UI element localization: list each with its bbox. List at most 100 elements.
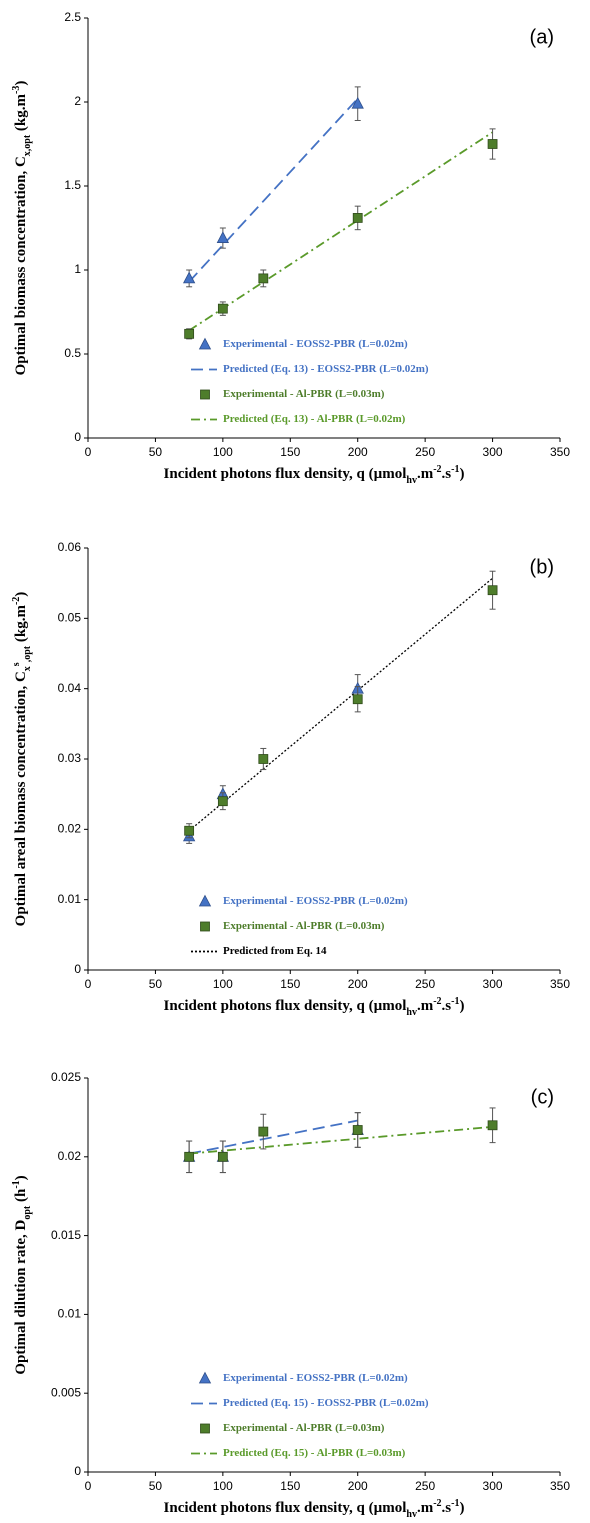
square-marker	[352, 1125, 363, 1135]
y-axis-label-part: -1	[11, 1180, 22, 1188]
x-tick-label: 100	[213, 977, 233, 991]
x-axis-label-part: .m	[417, 1500, 434, 1516]
x-axis-label: Incident photons flux density, q (µmolhv…	[164, 996, 465, 1018]
x-axis-label-part: .s	[442, 466, 452, 482]
y-tick-label: 0.005	[51, 1385, 81, 1399]
x-tick-label: 200	[348, 445, 368, 459]
y-axis-label-part: )	[13, 592, 29, 597]
y-tick-label: 0.01	[58, 1307, 82, 1321]
x-tick-label: 200	[348, 1479, 368, 1493]
y-axis-label: Optimal dilution rate, Dopt (h-1)	[11, 1175, 33, 1374]
x-tick-label: 150	[280, 977, 300, 991]
square-marker	[184, 825, 195, 836]
legend-label: Predicted (Eq. 13) - EOSS2-PBR (L=0.02m)	[223, 363, 429, 375]
square-marker	[487, 139, 498, 149]
square-marker	[184, 1151, 195, 1162]
legend-label: Predicted (Eq. 13) - Al-PBR (L=0.02m)	[223, 413, 406, 425]
x-axis-label-part: hv	[406, 1007, 417, 1018]
y-tick-label: 2	[74, 94, 81, 108]
y-axis-label-part: ,opt	[22, 645, 33, 662]
square-marker	[200, 921, 210, 932]
square-marker	[200, 1423, 210, 1434]
x-axis-label-part: )	[459, 998, 464, 1014]
square-marker	[217, 303, 228, 314]
y-axis-label-part: -2	[11, 597, 22, 605]
panel-label: (a)	[530, 26, 554, 48]
square-marker	[258, 754, 269, 764]
y-axis-label: Optimal biomass concentration, Cx,opt (k…	[11, 81, 33, 376]
y-axis-label-part: x	[22, 666, 33, 671]
y-axis-label-part: Optimal areal biomass concentration, C	[13, 671, 29, 926]
x-axis-label: Incident photons flux density, q (µmolhv…	[164, 1498, 465, 1520]
x-tick-label: 50	[149, 445, 163, 459]
legend-label: Experimental - EOSS2-PBR (L=0.02m)	[223, 338, 408, 350]
legend-label: Predicted (Eq. 15) - Al-PBR (L=0.03m)	[223, 1447, 406, 1459]
legend-label: Predicted from Eq. 14	[223, 945, 327, 957]
triangle-marker	[198, 1371, 212, 1384]
y-tick-label: 0.5	[64, 346, 81, 360]
x-axis-label-part: )	[459, 466, 464, 482]
legend-label: Experimental - EOSS2-PBR (L=0.02m)	[223, 1372, 408, 1384]
y-tick-label: 0.05	[58, 611, 82, 625]
triangle-marker	[198, 337, 212, 350]
triangle-marker	[351, 96, 364, 109]
prediction-line	[189, 1125, 493, 1155]
x-tick-label: 0	[85, 977, 92, 991]
x-tick-label: 350	[550, 1479, 570, 1493]
x-axis-label-part: -2	[433, 464, 441, 475]
x-tick-label: 350	[550, 445, 570, 459]
x-tick-label: 50	[149, 1479, 163, 1493]
y-tick-label: 1	[74, 262, 81, 276]
x-axis-label-part: hv	[406, 1509, 417, 1520]
y-tick-label: 0.03	[58, 751, 82, 765]
x-axis-label-part: -2	[433, 996, 441, 1007]
y-axis-label: Optimal areal biomass concentration, Cxs…	[11, 592, 33, 927]
x-tick-label: 300	[483, 1479, 503, 1493]
y-tick-label: 0.025	[51, 1070, 81, 1084]
square-marker	[487, 1120, 498, 1131]
legend-label: Experimental - Al-PBR (L=0.03m)	[223, 1422, 385, 1434]
x-axis-label-part: -2	[433, 1498, 441, 1509]
y-axis-label-part: x,opt	[22, 134, 33, 156]
y-axis-label-part: )	[13, 81, 29, 86]
legend-label: Experimental - EOSS2-PBR (L=0.02m)	[223, 895, 408, 907]
x-axis-label-part: -1	[451, 996, 459, 1007]
x-axis-label-part: Incident photons flux density, q (µmol	[164, 1500, 407, 1516]
x-tick-label: 150	[280, 445, 300, 459]
legend-label: Experimental - Al-PBR (L=0.03m)	[223, 920, 385, 932]
x-tick-label: 300	[483, 977, 503, 991]
prediction-line	[188, 577, 493, 832]
y-tick-label: 0	[74, 962, 81, 976]
x-tick-label: 250	[415, 445, 435, 459]
x-tick-label: 150	[280, 1479, 300, 1493]
square-marker	[217, 1151, 228, 1162]
y-tick-label: 0.01	[58, 892, 82, 906]
square-marker	[184, 328, 195, 339]
y-tick-label: 0.06	[58, 540, 82, 554]
y-axis-label-part: opt	[22, 1205, 33, 1220]
triangle-marker	[182, 271, 196, 284]
y-tick-label: 2.5	[64, 10, 81, 24]
y-axis-label-part: (kg.m	[13, 93, 29, 134]
prediction-line	[188, 1119, 358, 1155]
panel-label: (c)	[531, 1086, 554, 1108]
y-axis-label-part: Optimal biomass concentration, C	[13, 156, 29, 375]
y-axis-label-part: (h	[13, 1188, 29, 1206]
x-tick-label: 300	[483, 445, 503, 459]
panel-label: (b)	[530, 556, 554, 578]
x-tick-label: 0	[85, 1479, 92, 1493]
y-axis-label-part: Optimal dilution rate, D	[13, 1220, 29, 1375]
x-axis-label-part: Incident photons flux density, q (µmol	[164, 998, 407, 1014]
y-axis-label-part: -3	[11, 86, 22, 94]
prediction-line	[188, 131, 494, 332]
x-tick-label: 100	[213, 445, 233, 459]
x-tick-label: 250	[415, 977, 435, 991]
square-marker	[217, 796, 228, 807]
x-tick-label: 0	[85, 445, 92, 459]
y-tick-label: 0.015	[51, 1228, 81, 1242]
x-axis-label-part: .m	[417, 998, 434, 1014]
legend-label: Predicted (Eq. 15) - EOSS2-PBR (L=0.02m)	[223, 1397, 429, 1409]
y-tick-label: 1.5	[64, 178, 81, 192]
x-tick-label: 50	[149, 977, 163, 991]
x-axis-label-part: )	[459, 1500, 464, 1516]
